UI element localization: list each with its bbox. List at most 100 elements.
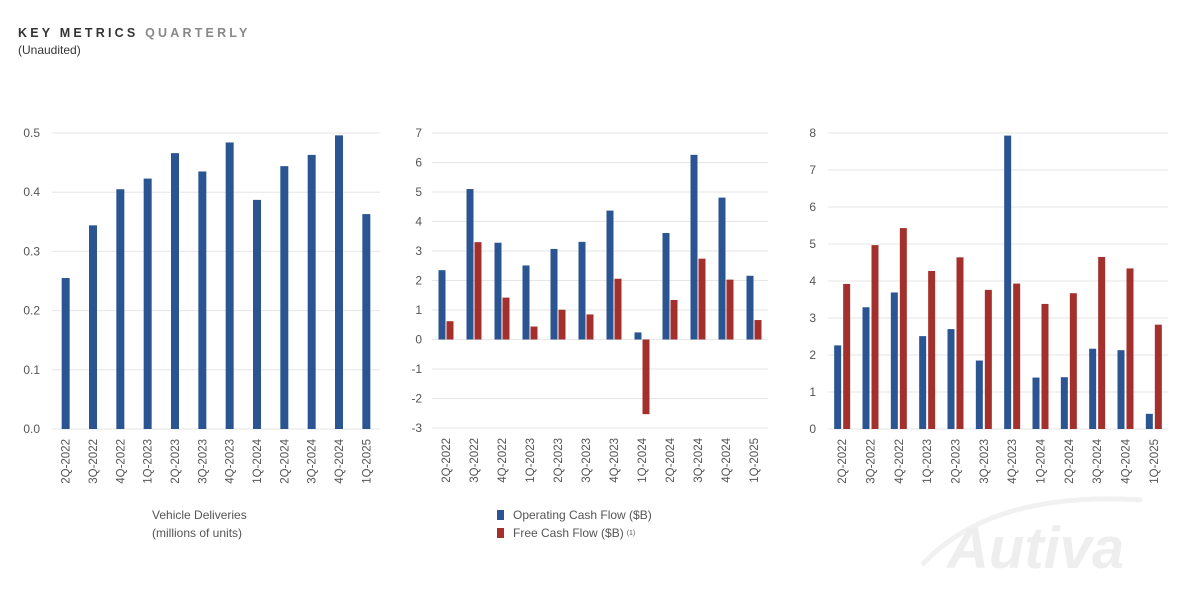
chart3-bar-red — [1098, 256, 1106, 429]
chart2-bar-red — [614, 278, 622, 340]
chart2-ytick-label: -1 — [411, 362, 422, 376]
chart2-ytick-label: 2 — [415, 274, 422, 288]
chart3-bar-blue — [1145, 413, 1153, 429]
chart3-bar-blue — [1117, 350, 1125, 429]
chart2-xtick-label: 4Q-2022 — [497, 438, 509, 483]
chart3-xtick-label: 3Q-2023 — [979, 439, 991, 484]
legend-label-fcf: Free Cash Flow ($B) — [513, 526, 624, 540]
chart2-bar-red — [446, 321, 454, 340]
chart3-xtick-label: 3Q-2024 — [1092, 438, 1104, 483]
chart2-bar-blue — [550, 248, 558, 340]
page-subtitle: (Unaudited) — [18, 43, 81, 57]
chart3-bar-red — [1069, 293, 1077, 429]
chart1-bar-blue — [61, 278, 70, 429]
chart1-xtick-label: 2Q-2023 — [170, 439, 182, 484]
chart2-xtick-label: 1Q-2024 — [637, 437, 649, 482]
chart1-xtick-label: 4Q-2023 — [225, 439, 237, 484]
chart3-bar-blue — [919, 336, 927, 429]
chart3-bar-red — [871, 245, 879, 429]
chart1-xtick-label: 2Q-2024 — [279, 438, 291, 483]
chart2-ytick-label: 3 — [415, 244, 422, 258]
chart3-xtick-label: 1Q-2023 — [922, 439, 934, 484]
chart1-ytick-label: 0.3 — [23, 244, 40, 258]
chart2-ytick-label: 6 — [415, 156, 422, 170]
legend-item-ocf: Operating Cash Flow ($B) — [497, 506, 652, 524]
chart2-xtick-label: 3Q-2023 — [581, 438, 593, 483]
chart2-xtick-label: 1Q-2023 — [525, 438, 537, 483]
chart1-xtick-label: 4Q-2024 — [334, 438, 346, 483]
chart2-xtick-label: 3Q-2022 — [469, 438, 481, 483]
chart2-legend: Operating Cash Flow ($B) Free Cash Flow … — [497, 506, 652, 542]
chart3-xtick-label: 2Q-2022 — [837, 439, 849, 484]
chart2-bar-red — [698, 258, 706, 340]
chart3-bar-blue — [1060, 377, 1068, 429]
watermark-logo: Autiva — [920, 496, 1143, 581]
chart2-ytick-label: -2 — [411, 392, 422, 406]
chart1-bar-blue — [171, 153, 179, 430]
chart1-bar-blue — [225, 142, 234, 430]
chart2-ytick-label: 4 — [415, 215, 422, 229]
title-main: KEY METRICS — [18, 26, 139, 40]
chart1-bar-blue — [362, 214, 371, 429]
title-sub: QUARTERLY — [145, 26, 251, 40]
legend-swatch-red — [497, 528, 504, 538]
chart2-bar-blue — [578, 241, 586, 340]
chart2-ytick-label: 1 — [415, 303, 422, 317]
chart2-bar-blue — [466, 189, 474, 340]
chart3-xtick-label: 1Q-2025 — [1149, 439, 1161, 484]
chart2-xtick-label: 3Q-2024 — [693, 437, 705, 482]
chart2-xtick-label: 2Q-2024 — [665, 437, 677, 482]
chart3-bar-blue — [890, 292, 898, 429]
chart3-ytick-label: 8 — [809, 126, 816, 140]
chart2-bar-red — [642, 339, 650, 415]
chart3-bar-blue — [834, 345, 842, 429]
chart3-bar-blue — [862, 307, 870, 429]
chart2-bar-blue — [718, 197, 726, 340]
chart1-ytick-label: 0.5 — [23, 126, 40, 140]
chart3-xtick-label: 4Q-2022 — [894, 439, 906, 484]
legend-footnote: (1) — [626, 529, 636, 537]
chart3-bar-red — [956, 257, 964, 429]
chart1-bar-blue — [253, 199, 261, 429]
chart3-bar-blue — [1004, 135, 1012, 429]
watermark-text: Autiva — [945, 516, 1124, 581]
chart2-ytick-label: 7 — [415, 126, 422, 140]
chart1-bar-blue — [143, 178, 152, 429]
chart2-bar-blue — [522, 265, 530, 340]
chart2-ytick-label: -3 — [411, 421, 422, 435]
chart3-ytick-label: 5 — [809, 237, 816, 251]
chart2-ytick-label: 5 — [415, 185, 422, 199]
chart1-xtick-label: 2Q-2022 — [61, 439, 73, 484]
chart2-bar-red — [754, 320, 762, 340]
chart2-bar-blue — [438, 270, 446, 340]
chart1-xtick-label: 3Q-2022 — [88, 439, 100, 484]
chart1-bar-blue — [307, 154, 316, 430]
chart3-bar-red — [928, 271, 936, 429]
chart2-bar-red — [530, 326, 538, 340]
chart1-xtick-label: 4Q-2022 — [115, 439, 127, 484]
chart3-bar-red — [984, 289, 992, 429]
chart3-ytick-label: 1 — [809, 385, 816, 399]
chart3-bar-blue — [975, 360, 983, 429]
chart1-bar-blue — [116, 189, 125, 429]
chart1-xtick-label: 3Q-2024 — [307, 438, 319, 483]
chart1-bar-blue — [198, 171, 207, 430]
chart2-bar-blue — [634, 332, 642, 340]
chart3-bar-red — [1154, 324, 1162, 429]
chart3-bar-red — [1013, 283, 1021, 429]
legend-item-fcf: Free Cash Flow ($B) (1) — [497, 524, 652, 542]
chart3-xtick-label: 2Q-2024 — [1064, 438, 1076, 483]
chart2-xtick-label: 4Q-2023 — [609, 438, 621, 483]
chart2-xtick-label: 1Q-2025 — [749, 438, 761, 483]
legend-label-ocf: Operating Cash Flow ($B) — [513, 508, 652, 522]
chart2-bar-red — [586, 314, 594, 340]
chart3-xtick-label: 4Q-2024 — [1121, 438, 1133, 483]
chart3-ytick-label: 4 — [809, 274, 816, 288]
chart2-xtick-label: 4Q-2024 — [721, 437, 733, 482]
chart1-xtick-label: 3Q-2023 — [197, 439, 209, 484]
chart2-bar-blue — [690, 154, 698, 340]
page-header: KEY METRICS QUARTERLY (Unaudited) — [18, 26, 251, 57]
chart3-xtick-label: 1Q-2024 — [1036, 438, 1048, 483]
chart2-bar-red — [670, 299, 678, 340]
